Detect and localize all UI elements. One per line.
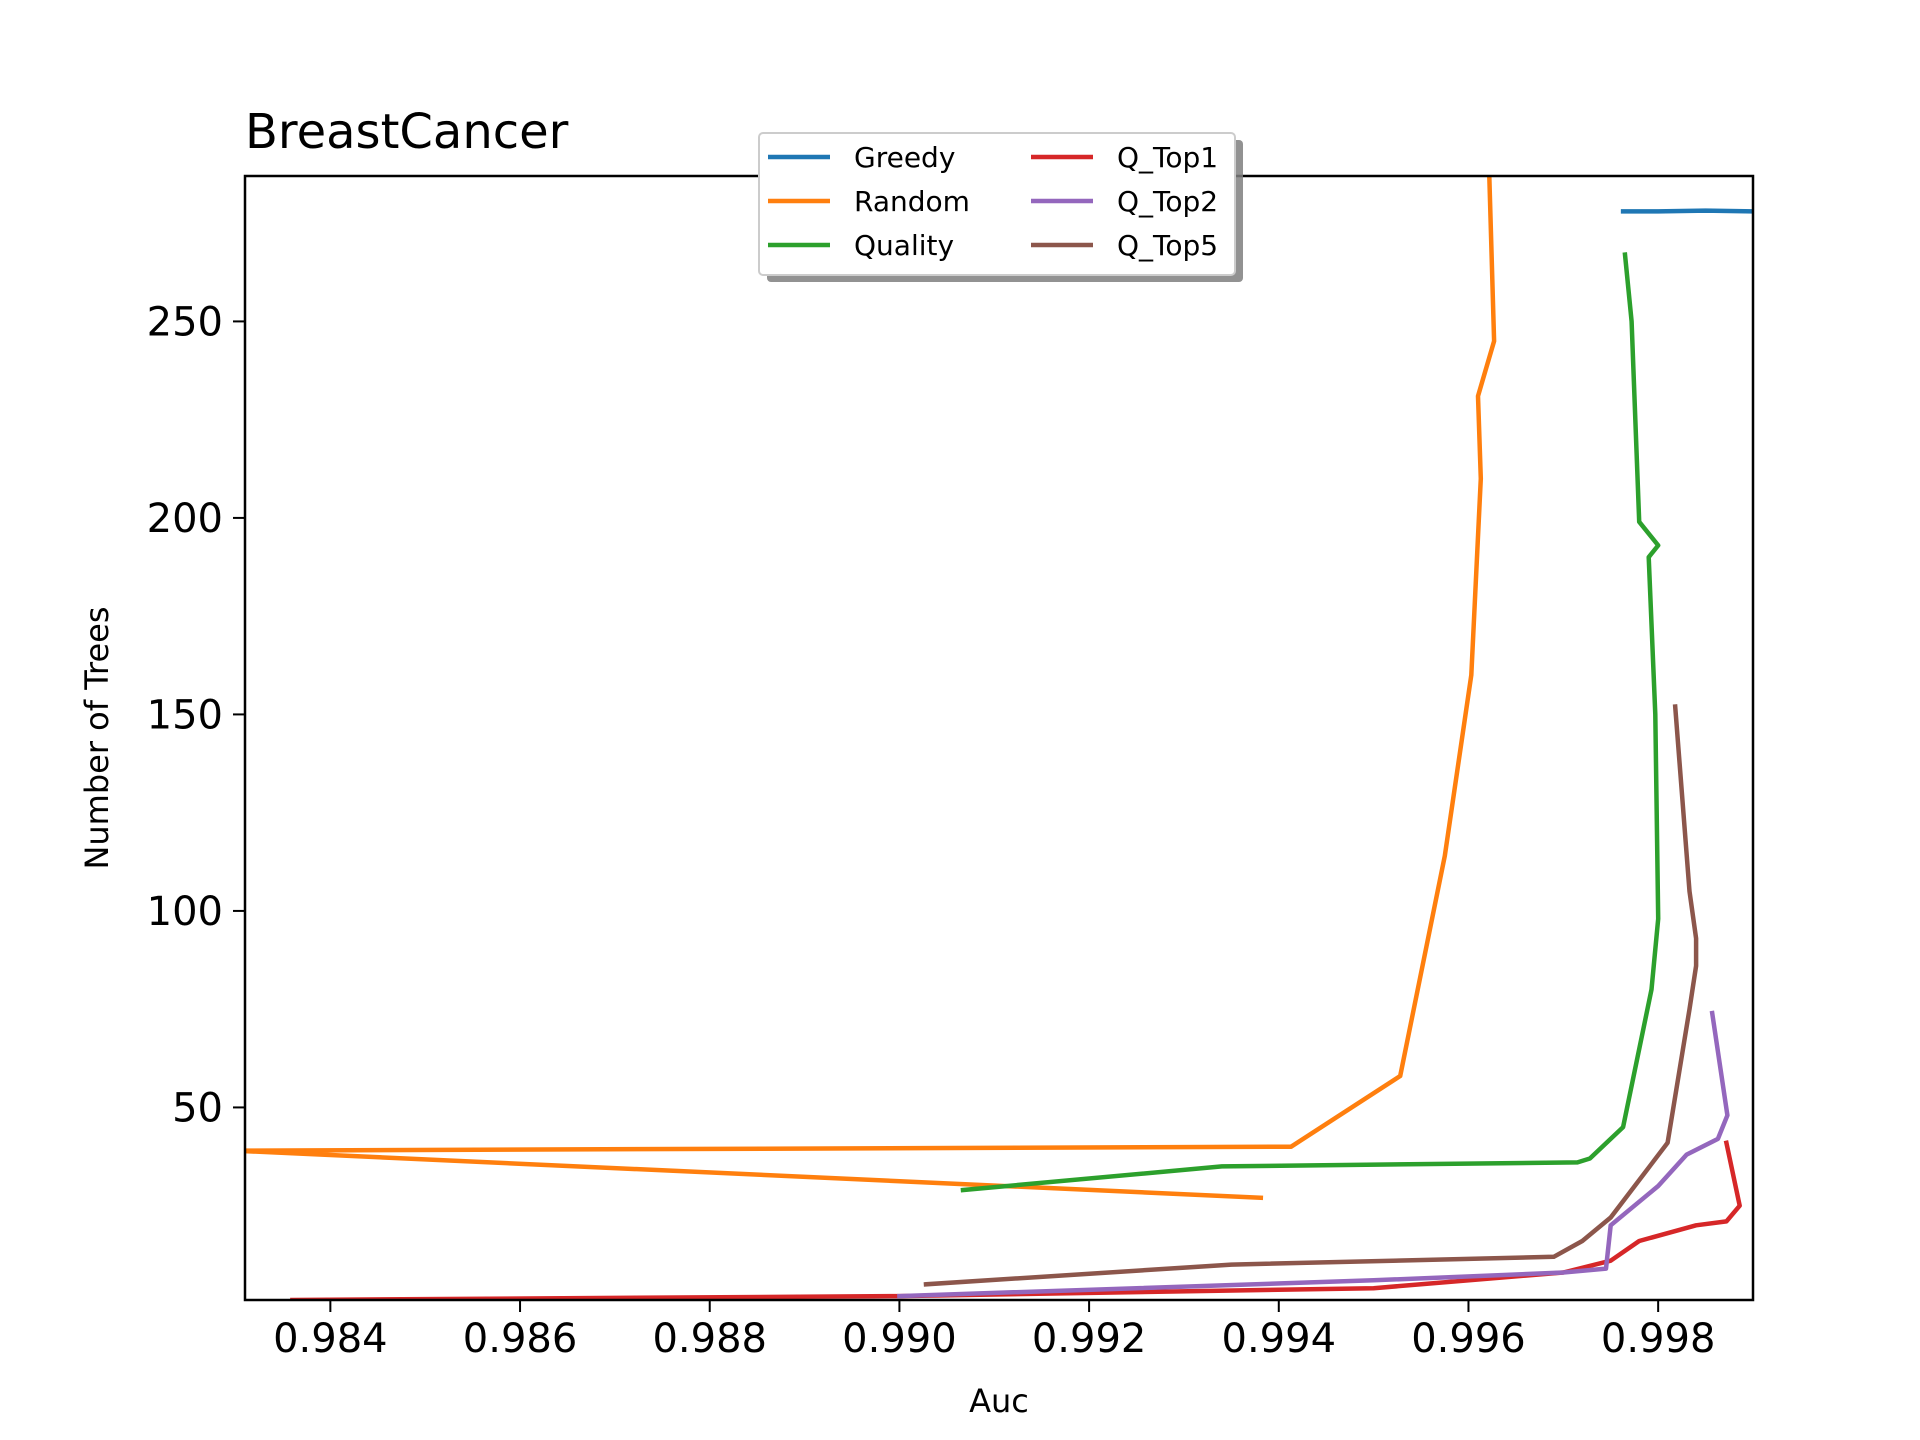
legend-label-greedy: Greedy (854, 141, 955, 174)
x-tick-label: 0.992 (1032, 1316, 1147, 1362)
x-axis-label: Auc (969, 1382, 1029, 1420)
x-tick-label: 0.996 (1411, 1316, 1526, 1362)
legend-label-q-top1: Q_Top1 (1117, 141, 1218, 174)
series-line-q-top2 (897, 1010, 1730, 1299)
series-line-greedy (1620, 208, 1753, 214)
y-tick-label: 100 (147, 889, 223, 935)
y-tick-label: 50 (172, 1085, 223, 1131)
series-line-q-top1 (290, 1140, 1742, 1300)
series-line-random (245, 176, 1497, 1201)
x-tick-label: 0.998 (1601, 1316, 1716, 1362)
y-tick-label: 250 (147, 299, 223, 345)
x-tick-label: 0.990 (842, 1316, 957, 1362)
y-tick-label: 200 (147, 496, 223, 542)
legend-entries: Greedy Random Quality Q_Top1 Q_Top2 Q_Top5 (768, 141, 1218, 262)
y-axis: 50 100 150 200 250 (147, 299, 245, 1131)
legend-label-q-top2: Q_Top2 (1117, 185, 1218, 218)
series-line-quality (960, 252, 1661, 1193)
series-line-q-top5 (923, 704, 1699, 1287)
x-tick-label: 0.988 (652, 1316, 767, 1362)
legend-label-q-top5: Q_Top5 (1117, 229, 1218, 262)
legend: Greedy Random Quality Q_Top1 Q_Top2 Q_Top5 (758, 132, 1243, 282)
series-layer (245, 176, 1753, 1300)
legend-box (758, 132, 1236, 276)
legend-label-random: Random (854, 185, 970, 218)
x-tick-label: 0.994 (1222, 1316, 1337, 1362)
y-axis-label: Number of Trees (78, 606, 116, 869)
chart-title: BreastCancer (245, 104, 569, 160)
x-tick-label: 0.984 (273, 1316, 388, 1362)
y-tick-label: 150 (147, 692, 223, 738)
x-tick-label: 0.986 (463, 1316, 578, 1362)
x-axis: 0.984 0.986 0.988 0.990 0.992 0.994 0.996 0.998 (273, 1300, 1715, 1362)
legend-label-quality: Quality (854, 229, 954, 262)
